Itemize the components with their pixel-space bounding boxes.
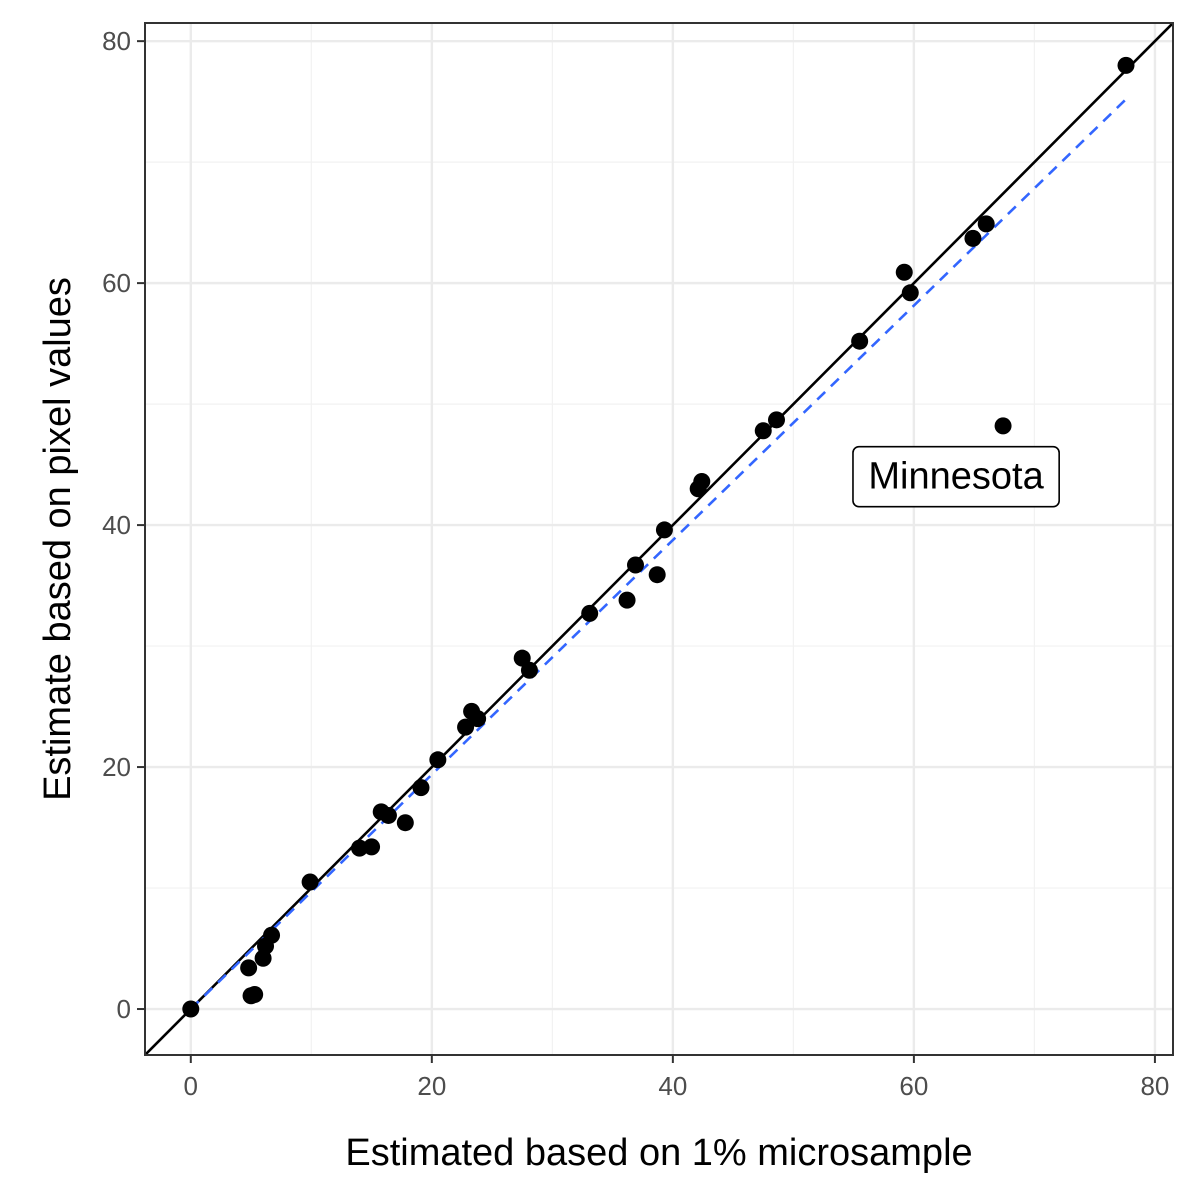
data-point xyxy=(301,873,319,891)
y-tick-label: 40 xyxy=(102,510,131,540)
data-point xyxy=(263,926,281,944)
data-point xyxy=(626,556,644,574)
data-point xyxy=(363,838,381,856)
y-tick-label: 20 xyxy=(102,752,131,782)
x-axis-title: Estimated based on 1% microsample xyxy=(345,1132,972,1174)
data-point xyxy=(964,229,982,247)
y-axis-ticks: 0 20 40 60 80 xyxy=(102,26,145,1024)
data-point xyxy=(693,473,711,491)
data-point xyxy=(520,661,538,679)
data-point xyxy=(182,1000,200,1018)
data-point xyxy=(469,710,487,728)
data-point xyxy=(618,591,636,609)
minor-gridlines xyxy=(145,23,1173,1055)
data-point xyxy=(895,263,913,281)
data-points xyxy=(182,56,1135,1018)
annotation-box xyxy=(852,445,1060,508)
data-point xyxy=(379,806,397,824)
data-point xyxy=(901,284,919,302)
data-point xyxy=(240,959,258,977)
data-point xyxy=(754,422,772,440)
data-point xyxy=(1117,56,1135,74)
y-tick-label: 0 xyxy=(117,994,131,1024)
x-tick-label: 0 xyxy=(184,1071,198,1101)
y-tick-label: 80 xyxy=(102,26,131,56)
data-point xyxy=(648,566,666,584)
y-tick-label: 60 xyxy=(102,268,131,298)
data-point xyxy=(768,411,786,429)
data-point xyxy=(655,521,673,539)
data-point xyxy=(412,779,430,797)
x-tick-label: 80 xyxy=(1140,1071,1169,1101)
data-point xyxy=(246,986,264,1004)
data-point xyxy=(977,215,995,233)
x-tick-label: 20 xyxy=(417,1071,446,1101)
data-point xyxy=(581,604,599,622)
data-point xyxy=(457,718,475,736)
fit-line xyxy=(189,98,1127,1010)
x-tick-label: 40 xyxy=(658,1071,687,1101)
annotations: Minnesota xyxy=(852,445,1060,508)
y-axis-title: Estimate based on pixel values xyxy=(37,277,79,801)
x-axis-ticks: 0 20 40 60 80 xyxy=(184,1055,1169,1101)
annotation-label: Minnesota xyxy=(868,456,1044,498)
x-tick-label: 60 xyxy=(899,1071,928,1101)
data-point xyxy=(994,417,1012,435)
data-point xyxy=(429,751,447,769)
data-point xyxy=(396,814,414,832)
data-point xyxy=(851,332,869,350)
panel-border xyxy=(144,22,1174,1056)
